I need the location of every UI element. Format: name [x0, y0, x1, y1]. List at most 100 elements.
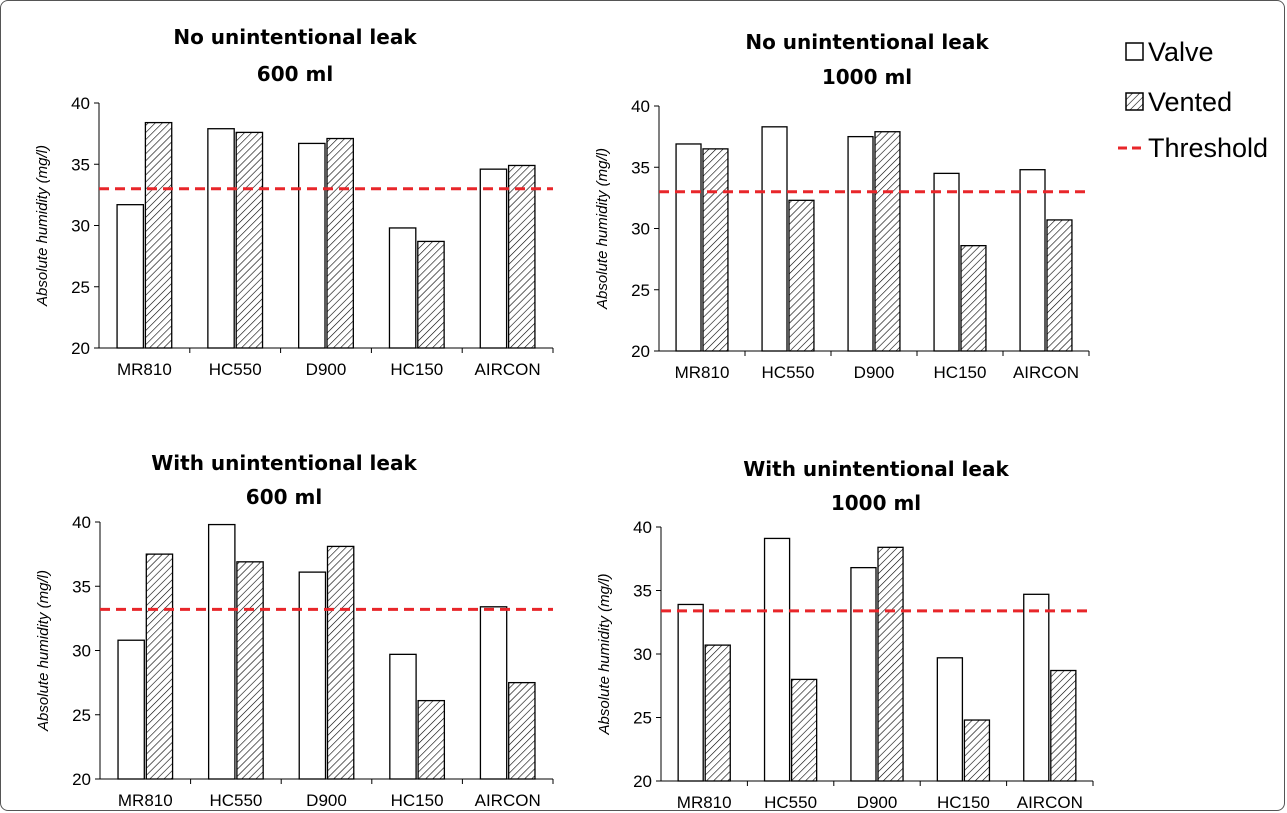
bar-valve-d900: [298, 142, 326, 349]
chart-panel-3: With unintentional leak 600 ml 20 25 30 35 40 A…: [35, 451, 554, 810]
bar-vented-hc150: [417, 699, 446, 780]
x-tick-label: AIRCON: [1013, 363, 1079, 382]
y-tick-label: 25: [631, 281, 650, 300]
bar-valve-d900: [298, 571, 327, 780]
bar-vented-hc150: [960, 244, 987, 352]
y-tick-label: 25: [71, 278, 90, 297]
legend-vented-swatch: [1125, 92, 1144, 111]
y-tick-label: 20: [71, 339, 90, 358]
bar-vented-aircon: [508, 681, 536, 780]
x-tick-label: MR810: [677, 793, 732, 811]
y-tick-label: 30: [631, 220, 650, 239]
y-tick-label: 25: [633, 709, 652, 728]
legend-vented-label: Vented: [1148, 87, 1232, 117]
y-tick-label: 35: [71, 155, 90, 174]
chart-title-line1: With unintentional leak: [743, 457, 1009, 481]
bar-vented-mr810: [144, 121, 173, 349]
chart-title-line2: 600 ml: [246, 485, 322, 509]
y-tick-label: 25: [72, 706, 91, 725]
chart-panel-1: No unintentional leak 600 ml 20 25 30 35 40 Abs…: [34, 25, 554, 379]
x-tick-label: HC150: [934, 363, 987, 382]
bar-vented-d900: [326, 545, 355, 780]
bar-vented-hc550: [235, 131, 264, 349]
x-tick-label: HC550: [762, 363, 815, 382]
x-tick-label: HC150: [390, 360, 443, 379]
x-tick-label: HC550: [209, 360, 262, 379]
bar-valve-aircon: [479, 168, 508, 349]
y-tick-label: 20: [72, 770, 91, 789]
bar-vented-mr810: [702, 148, 729, 352]
y-tick-label: 35: [72, 577, 91, 596]
bar-valve-hc550: [761, 126, 788, 352]
x-tick-label: HC550: [764, 793, 817, 811]
legend-threshold-label: Threshold: [1148, 133, 1268, 163]
bar-valve-d900: [850, 566, 877, 782]
bar-vented-mr810: [704, 644, 731, 782]
bar-valve-hc150: [389, 653, 417, 780]
y-axis-label: Absolute humidity (mg/l): [594, 148, 611, 310]
x-tick-label: D900: [854, 363, 895, 382]
bar-valve-aircon: [1023, 593, 1050, 782]
bar-vented-d900: [326, 137, 354, 349]
bar-vented-aircon: [1050, 669, 1077, 782]
y-axis-label: Absolute humidity (mg/l): [34, 145, 51, 307]
bar-valve-hc550: [763, 537, 791, 782]
bar-vented-d900: [877, 546, 904, 782]
chart-title-line2: 1000 ml: [822, 65, 912, 89]
x-tick-label: D900: [306, 791, 347, 810]
x-tick-label: HC550: [209, 791, 262, 810]
x-tick-label: HC150: [391, 791, 444, 810]
chart-panel-4: With unintentional leak 1000 ml 20 25 30 35 40…: [596, 457, 1094, 811]
chart-title-line2: 1000 ml: [831, 491, 921, 515]
y-tick-label: 40: [631, 97, 650, 116]
y-tick-label: 35: [633, 582, 652, 601]
x-tick-label: MR810: [675, 363, 730, 382]
y-tick-label: 35: [631, 158, 650, 177]
chart-title-line2: 600 ml: [257, 62, 333, 86]
y-tick-label: 20: [633, 772, 652, 791]
bar-vented-hc550: [236, 561, 264, 780]
bar-vented-d900: [874, 131, 901, 352]
y-tick-label: 40: [71, 94, 90, 113]
bar-vented-hc150: [963, 719, 991, 782]
bar-valve-aircon: [479, 606, 508, 780]
chart-title-line1: With unintentional leak: [151, 451, 417, 475]
x-tick-label: MR810: [118, 791, 173, 810]
chart-panel-2: No unintentional leak 1000 ml 20 25 30 35 40 Ab…: [594, 30, 1090, 382]
bar-valve-mr810: [117, 639, 145, 780]
y-tick-label: 20: [631, 342, 650, 361]
y-axis-label: Absolute humidity (mg/l): [596, 574, 613, 736]
bar-valve-hc550: [207, 128, 235, 349]
bar-valve-mr810: [675, 143, 702, 352]
bar-valve-aircon: [1019, 169, 1046, 352]
y-axis-label: Absolute humidity (mg/l): [35, 570, 52, 732]
legend-valve-label: Valve: [1148, 37, 1214, 67]
y-tick-label: 40: [72, 513, 91, 532]
bar-vented-aircon: [507, 164, 536, 349]
legend: Valve Vented Threshold: [1118, 37, 1268, 163]
bar-valve-hc150: [936, 657, 964, 782]
chart-title-line1: No unintentional leak: [745, 30, 989, 54]
legend-valve-swatch: [1125, 42, 1144, 61]
x-tick-label: HC150: [937, 793, 990, 811]
bar-valve-mr810: [677, 603, 704, 782]
x-tick-label: D900: [306, 360, 347, 379]
y-tick-label: 30: [633, 645, 652, 664]
bar-vented-hc550: [790, 678, 818, 782]
x-tick-label: MR810: [117, 360, 172, 379]
chart-title-line1: No unintentional leak: [173, 25, 417, 49]
bar-valve-hc550: [207, 523, 236, 780]
bar-valve-hc150: [388, 227, 417, 349]
bar-vented-aircon: [1046, 219, 1073, 352]
bar-valve-hc150: [933, 172, 960, 352]
bar-vented-hc550: [788, 199, 815, 352]
x-tick-label: D900: [857, 793, 898, 811]
x-tick-label: AIRCON: [475, 791, 541, 810]
y-tick-label: 30: [71, 217, 90, 236]
y-tick-label: 40: [633, 518, 652, 537]
bar-valve-mr810: [116, 204, 145, 349]
x-tick-label: AIRCON: [475, 360, 541, 379]
bar-vented-mr810: [145, 553, 174, 780]
